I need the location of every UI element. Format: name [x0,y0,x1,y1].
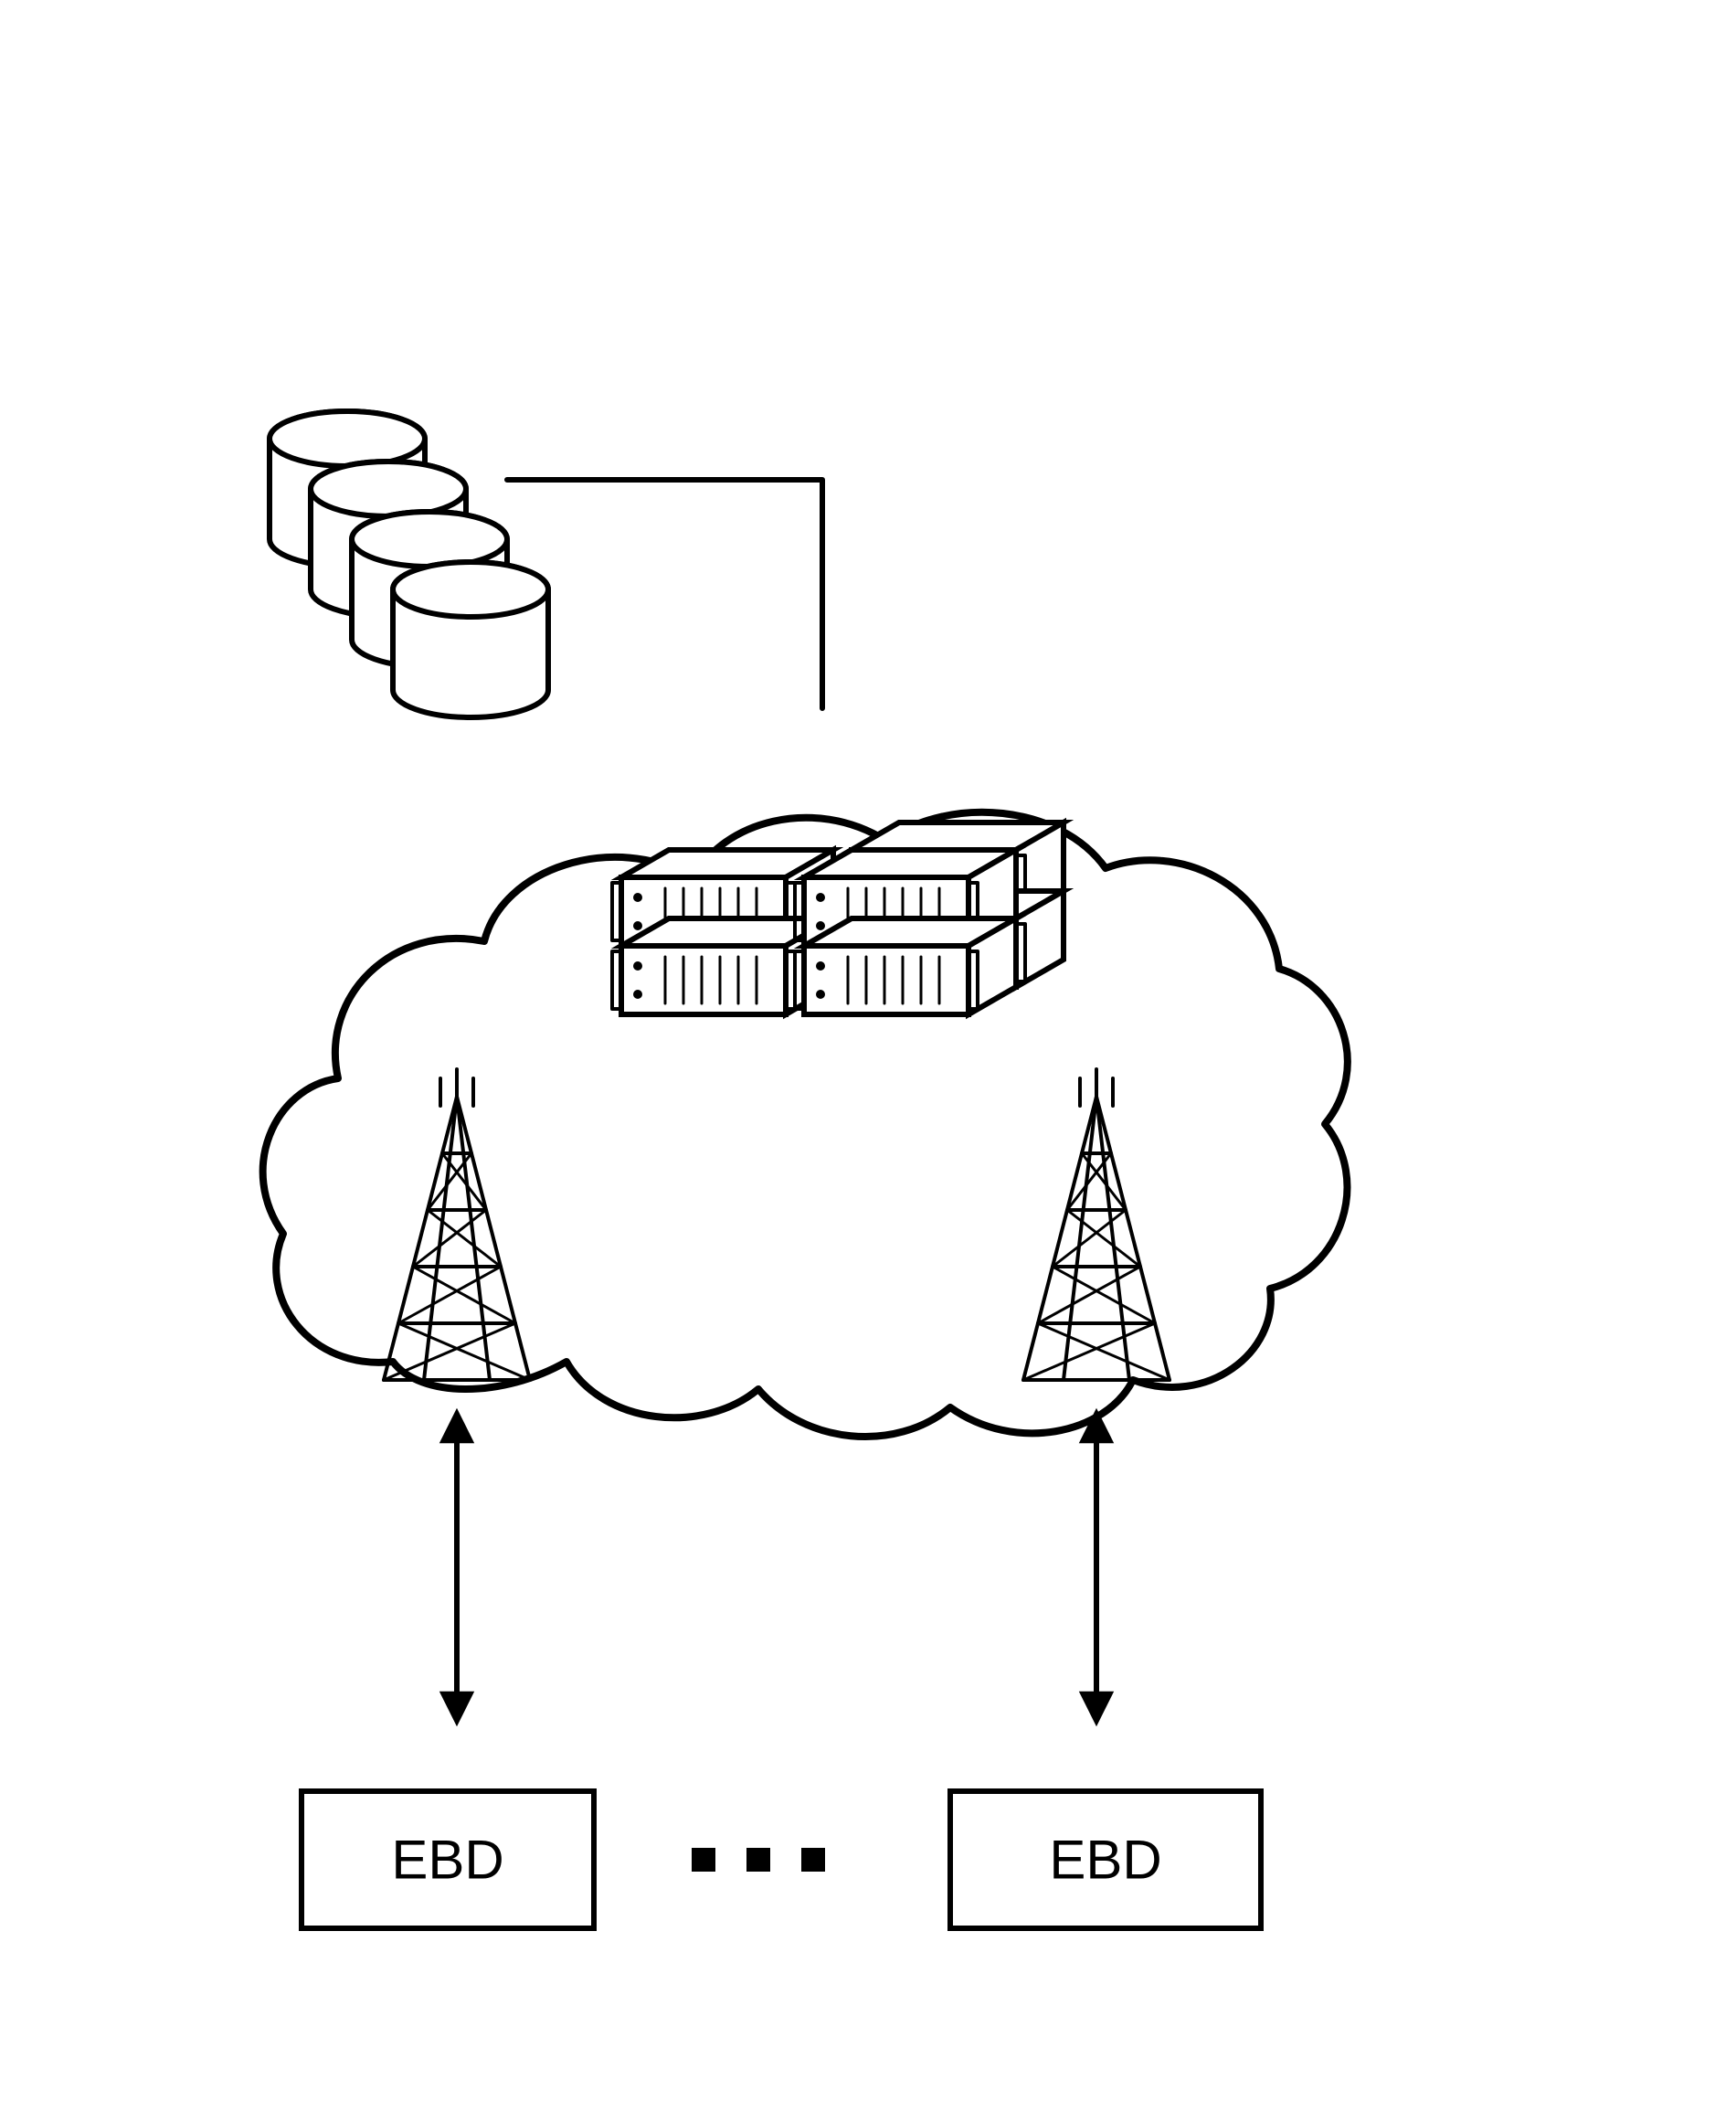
db-server-link [507,480,822,708]
ellipsis-dot [801,1848,825,1872]
ebd-box-right: EBD [950,1791,1261,1928]
ebd-box-left-label: EBD [391,1830,503,1891]
ebd-box-right-label: EBD [1049,1830,1161,1891]
ellipsis-dot [692,1848,715,1872]
database-stack-icon [270,411,548,717]
ellipsis-dot [746,1848,770,1872]
ebd-box-left: EBD [302,1791,594,1928]
system-diagram: EBD EBD [0,0,1736,2101]
